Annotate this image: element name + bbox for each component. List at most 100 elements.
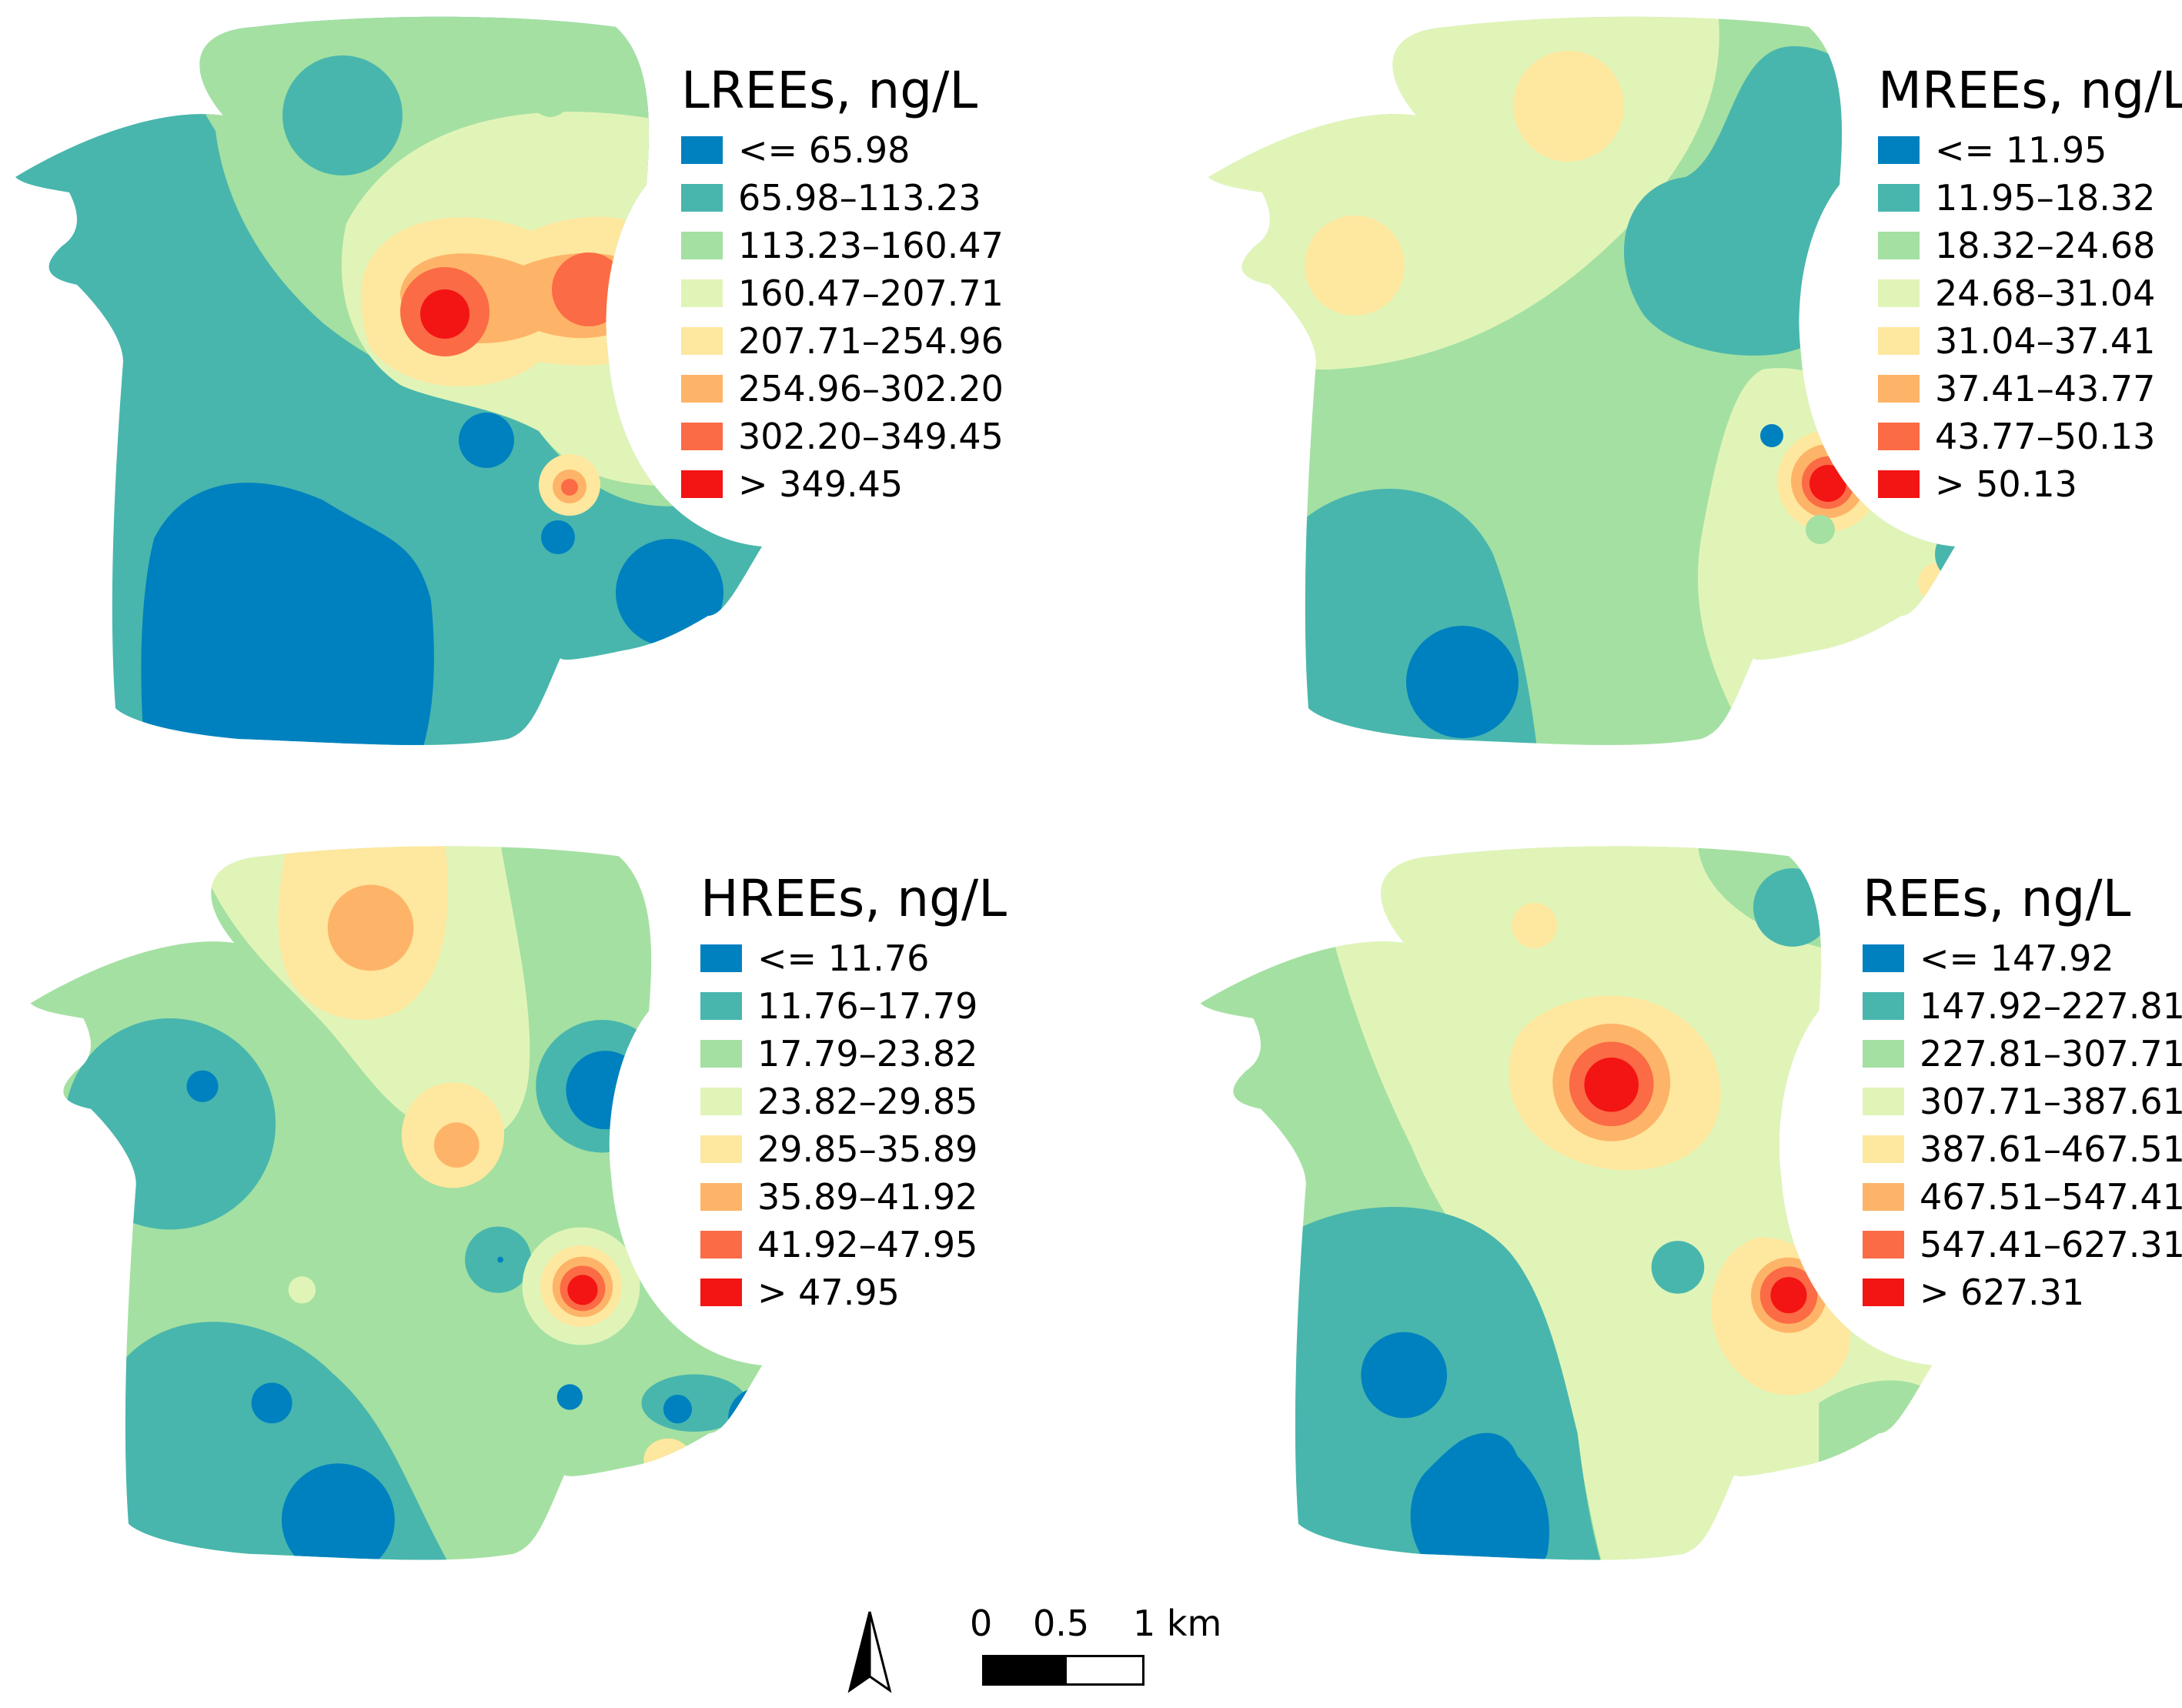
zone-low-small: [541, 520, 575, 554]
legend-swatch: [681, 423, 723, 450]
scale-segment-black: [982, 1655, 1067, 1686]
legend-label: 467.51–547.41: [1920, 1176, 2182, 1218]
legend-label: 113.23–160.47: [738, 225, 1004, 266]
legend-swatch: [1863, 992, 1904, 1020]
legend-item: 18.32–24.68: [1878, 222, 2182, 269]
legend-label: 29.85–35.89: [757, 1128, 978, 1170]
zone-low-north: [282, 55, 403, 175]
zone-north-ring: [532, 80, 569, 117]
legend-swatch: [1878, 375, 1920, 403]
legend-title: LREEs, ng/L: [681, 61, 978, 120]
legend-swatch: [700, 1135, 742, 1163]
legend-item: > 47.95: [700, 1268, 1007, 1316]
legend-title: REEs, ng/L: [1863, 869, 2131, 928]
legend-label: 547.41–627.31: [1920, 1224, 2182, 1265]
legend-label: 387.61–467.51: [1920, 1128, 2182, 1170]
legend-swatch: [1863, 1040, 1904, 1068]
legend-item: <= 147.92: [1863, 934, 2182, 982]
scale-segment-white: [1064, 1655, 1144, 1686]
zone-le-11-east-tip: [663, 1395, 693, 1424]
legend-swatch: [1863, 944, 1904, 972]
legend-swatch: [700, 1183, 742, 1211]
zone-147-227-mid: [1651, 1241, 1705, 1294]
legend-item: 23.82–29.85: [700, 1078, 1007, 1125]
legend-label: > 47.95: [757, 1272, 900, 1313]
legend-swatch: [1878, 279, 1920, 307]
legend-swatch: [681, 375, 723, 403]
zone-le-11-tiny: [1760, 424, 1783, 447]
legend-swatch: [681, 232, 723, 259]
legend-swatch: [700, 992, 742, 1020]
legend-item: 307.71–387.61: [1863, 1078, 2182, 1125]
legend-item: > 50.13: [1878, 460, 2182, 508]
legend-label: > 50.13: [1935, 463, 2077, 505]
legend-item: <= 65.98: [681, 126, 1004, 174]
legend-label: <= 11.95: [1935, 129, 2107, 171]
hrees-map: [30, 846, 763, 1560]
zone-over-50: [1809, 465, 1846, 502]
legend-item: > 627.31: [1863, 1268, 2182, 1316]
mrees-map: [1208, 16, 1955, 745]
legend-item: 17.79–23.82: [700, 1030, 1007, 1078]
legend-hrees: HREEs, ng/L <= 11.76 11.76–17.79 17.79–2…: [700, 868, 1007, 1316]
legend-swatch: [1878, 327, 1920, 355]
legend-rees: REEs, ng/L <= 147.92 147.92–227.81 227.8…: [1863, 868, 2182, 1316]
zone-29-35-small: [643, 1438, 693, 1481]
legend-item: > 349.45: [681, 460, 1004, 508]
legend-swatch: [700, 1231, 742, 1258]
legend-swatch: [681, 327, 723, 355]
lrees-map: [15, 16, 762, 745]
legend-mrees: MREEs, ng/L <= 11.95 11.95–18.32 18.32–2…: [1878, 60, 2182, 508]
legend-label: 18.32–24.68: [1935, 225, 2156, 266]
legend-item: <= 11.76: [700, 934, 1007, 982]
zone-le-147-tip: [1914, 1405, 1933, 1429]
legend-label: 41.92–47.95: [757, 1224, 978, 1265]
legend-item: 43.77–50.13: [1878, 413, 2182, 460]
zone-small-hotspot: [561, 479, 578, 496]
legend-item: 41.92–47.95: [700, 1221, 1007, 1268]
legend-item: 35.89–41.92: [700, 1173, 1007, 1221]
zone-31-37-north: [1513, 51, 1624, 162]
zone-387-467-n: [1512, 903, 1558, 948]
legend-swatch: [681, 279, 723, 307]
zone-le-147-west: [1361, 1332, 1448, 1419]
legend-label: 23.82–29.85: [757, 1081, 978, 1122]
legend-item: 547.41–627.31: [1863, 1221, 2182, 1268]
legend-label: 254.96–302.20: [738, 368, 1004, 409]
legend-title: HREEs, ng/L: [700, 869, 1007, 928]
legend-label: 207.71–254.96: [738, 320, 1004, 362]
zone-23-29-dot: [288, 1276, 316, 1304]
legend-swatch: [681, 136, 723, 164]
zone-18-24-small: [1806, 515, 1835, 544]
legend-swatch: [700, 1040, 742, 1068]
legend-swatch: [1878, 136, 1920, 164]
legend-item: 302.20–349.45: [681, 413, 1004, 460]
legend-label: 35.89–41.92: [757, 1176, 978, 1218]
legend-label: 24.68–31.04: [1935, 272, 2156, 314]
legend-label: 160.47–207.71: [738, 272, 1004, 314]
zone-le-11-small: [556, 1384, 583, 1410]
legend-swatch: [681, 470, 723, 498]
legend-label: <= 147.92: [1920, 938, 2114, 979]
legend-item: 113.23–160.47: [681, 222, 1004, 269]
legend-label: > 627.31: [1920, 1272, 2085, 1313]
zone-11-17-east-tip: [641, 1374, 747, 1432]
zone-le-11-west-dot: [186, 1070, 219, 1102]
scale-bar: 0 0.5 1 km: [839, 1593, 1270, 1708]
map-panel-mrees: MREEs, ng/L <= 11.95 11.95–18.32 18.32–2…: [1091, 0, 2182, 824]
legend-item: 227.81–307.71: [1863, 1030, 2182, 1078]
legend-label: 307.71–387.61: [1920, 1081, 2182, 1122]
legend-label: > 349.45: [738, 463, 904, 505]
legend-label: 302.20–349.45: [738, 416, 1004, 457]
zone-le-11-south: [281, 1463, 395, 1560]
legend-label: <= 65.98: [738, 129, 911, 171]
legend-label: 11.76–17.79: [757, 985, 978, 1027]
legend-swatch: [1878, 184, 1920, 212]
legend-label: 17.79–23.82: [757, 1033, 978, 1075]
map-panel-lrees: LREEs, ng/L <= 65.98 65.98–113.23 113.23…: [0, 0, 1091, 824]
map-panel-rees: REEs, ng/L <= 147.92 147.92–227.81 227.8…: [1091, 824, 2182, 1593]
legend-label: 43.77–50.13: [1935, 416, 2156, 457]
legend-swatch: [681, 184, 723, 212]
legend-item: 160.47–207.71: [681, 269, 1004, 317]
scale-label-half: 0.5: [1033, 1603, 1090, 1644]
